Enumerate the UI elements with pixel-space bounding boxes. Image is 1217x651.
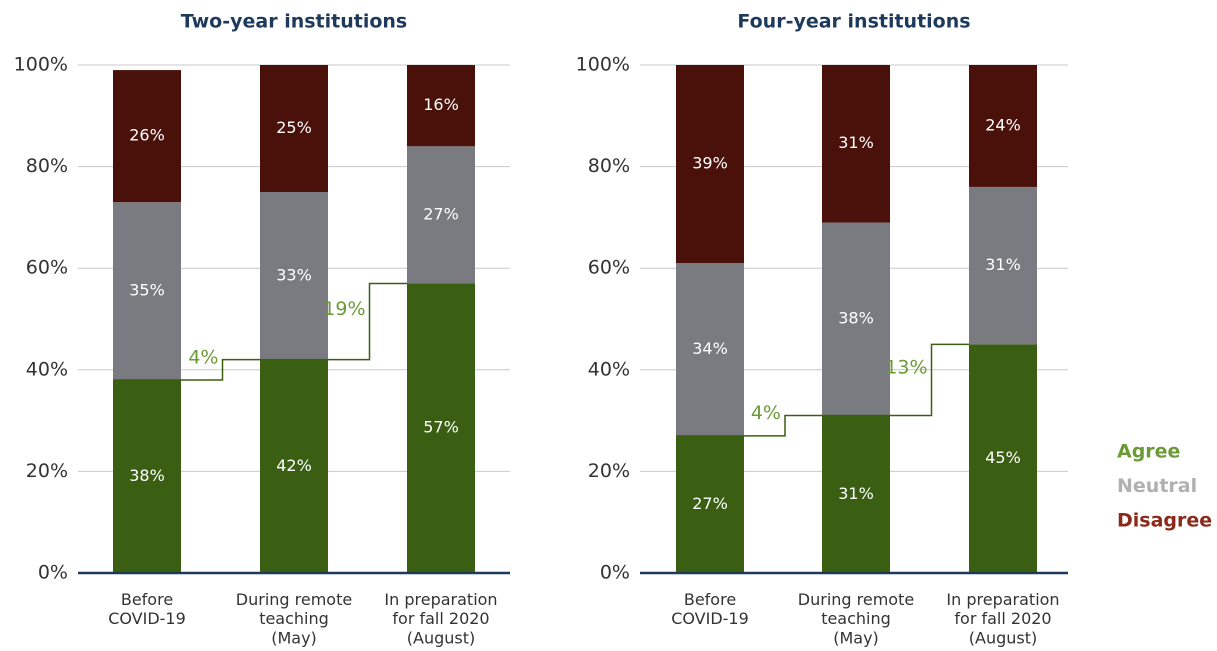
bar-segment [260, 359, 328, 573]
bar-segment [113, 379, 181, 573]
bar-segment [260, 65, 328, 192]
y-tick-label: 40% [26, 358, 68, 380]
y-tick-label: 60% [26, 257, 68, 279]
bar-segment [969, 65, 1037, 187]
bar-segment [969, 344, 1037, 573]
change-connector [113, 358, 260, 381]
value-label: 25% [276, 118, 312, 137]
bar-segment [676, 65, 744, 264]
legend-entry: Agree [1117, 441, 1180, 463]
value-label: 24% [985, 115, 1021, 134]
value-label: 35% [129, 281, 165, 300]
bar-segment [260, 192, 328, 360]
value-label: 27% [692, 494, 728, 513]
value-label: 42% [276, 456, 312, 475]
value-label: 57% [423, 418, 459, 437]
y-tick-label: 60% [588, 257, 630, 279]
bar-segment [822, 65, 890, 223]
y-tick-label: 100% [576, 54, 630, 76]
bar-segment [407, 65, 475, 147]
x-tick-label: Before COVID-19 [108, 590, 186, 628]
value-label: 39% [692, 154, 728, 173]
value-label: 34% [692, 339, 728, 358]
value-label: 16% [423, 95, 459, 114]
change-label: 4% [751, 402, 781, 424]
chart-title: Two-year institutions [181, 11, 407, 33]
y-tick-label: 0% [600, 562, 630, 584]
x-tick-label: During remote teaching (May) [798, 590, 914, 647]
y-tick-label: 20% [26, 460, 68, 482]
legend-entry: Disagree [1117, 510, 1212, 532]
bar-segment [822, 222, 890, 416]
bar-segment [676, 263, 744, 436]
y-tick-label: 80% [588, 155, 630, 177]
y-tick-label: 80% [26, 155, 68, 177]
change-label: 4% [188, 346, 218, 368]
chart-title: Four-year institutions [737, 11, 970, 33]
change-connector [260, 282, 407, 361]
bar-segment [407, 146, 475, 284]
value-label: 31% [838, 484, 874, 503]
value-label: 27% [423, 204, 459, 223]
y-tick-label: 20% [588, 460, 630, 482]
x-tick-label: In preparation for fall 2020 (August) [384, 590, 497, 647]
y-tick-label: 0% [38, 562, 68, 584]
x-tick-label: During remote teaching (May) [236, 590, 352, 647]
y-tick-label: 40% [588, 358, 630, 380]
bar-segment [822, 415, 890, 573]
change-label: 19% [323, 298, 365, 320]
value-label: 31% [838, 133, 874, 152]
change-connector [822, 343, 969, 417]
change-connector [676, 414, 822, 437]
value-label: 38% [129, 466, 165, 485]
value-label: 26% [129, 126, 165, 145]
value-label: 38% [838, 309, 874, 328]
value-label: 31% [985, 255, 1021, 274]
bar-segment [676, 435, 744, 573]
bar-segment [113, 70, 181, 203]
legend-entry: Neutral [1117, 475, 1197, 497]
value-label: 33% [276, 265, 312, 284]
bar-segment [407, 283, 475, 573]
change-label: 13% [885, 356, 927, 378]
bar-segment [969, 186, 1037, 345]
x-tick-label: In preparation for fall 2020 (August) [946, 590, 1059, 647]
x-tick-label: Before COVID-19 [671, 590, 749, 628]
value-label: 45% [985, 448, 1021, 467]
y-tick-label: 100% [14, 54, 68, 76]
bar-segment [113, 202, 181, 380]
